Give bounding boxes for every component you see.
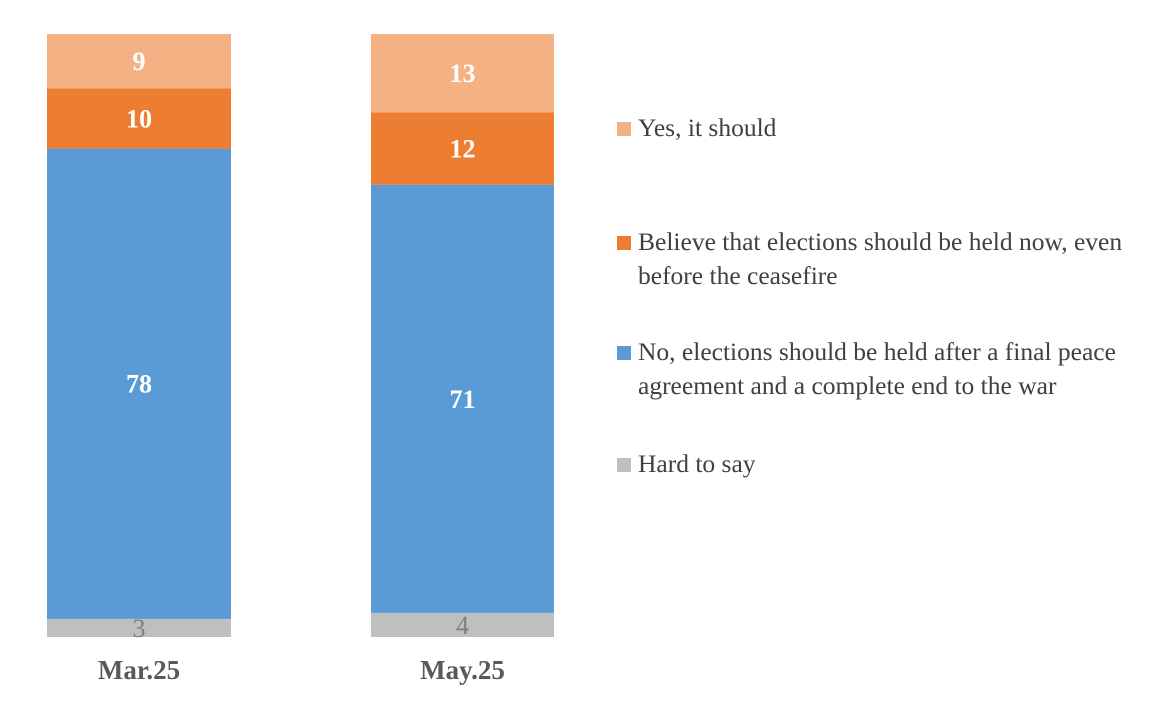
legend-label: Yes, it should xyxy=(638,113,777,142)
legend-swatch xyxy=(617,458,631,472)
bar-segment xyxy=(371,184,554,613)
bar-segment xyxy=(371,34,554,113)
data-label: 4 xyxy=(456,611,469,640)
data-label: 71 xyxy=(450,385,476,414)
x-tick-label: May.25 xyxy=(420,655,505,685)
legend-item: Yes, it should xyxy=(617,111,1157,145)
data-label: 3 xyxy=(133,614,146,643)
legend-swatch xyxy=(617,236,631,250)
legend-label: No, elections should be held after a fin… xyxy=(638,337,1116,400)
bar-segment xyxy=(371,612,554,637)
x-tick-label: Mar.25 xyxy=(98,655,180,685)
legend-item: No, elections should be held after a fin… xyxy=(617,335,1157,403)
bar-segment xyxy=(47,88,231,149)
legend-item: Hard to say xyxy=(617,447,1157,481)
legend-item: Believe that elections should be held no… xyxy=(617,225,1157,293)
legend-label: Believe that elections should be held no… xyxy=(638,227,1123,290)
legend-label: Hard to say xyxy=(638,449,756,478)
data-label: 78 xyxy=(126,370,152,399)
data-label: 12 xyxy=(450,135,476,164)
data-label: 10 xyxy=(126,104,152,133)
data-label: 9 xyxy=(133,47,146,76)
bar-segment xyxy=(47,618,231,637)
bar-segment xyxy=(47,148,231,619)
legend-swatch xyxy=(617,122,631,136)
bar-segment xyxy=(47,34,231,89)
legend-swatch xyxy=(617,346,631,360)
data-label: 13 xyxy=(450,59,476,88)
bar-segment xyxy=(371,112,554,185)
